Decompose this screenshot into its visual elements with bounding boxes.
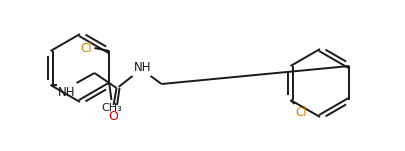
Text: NH: NH: [134, 61, 151, 74]
Text: Cl: Cl: [296, 106, 307, 119]
Text: O: O: [109, 110, 119, 123]
Text: Cl: Cl: [81, 42, 92, 55]
Text: CH₃: CH₃: [101, 103, 122, 113]
Text: NH: NH: [58, 86, 75, 99]
